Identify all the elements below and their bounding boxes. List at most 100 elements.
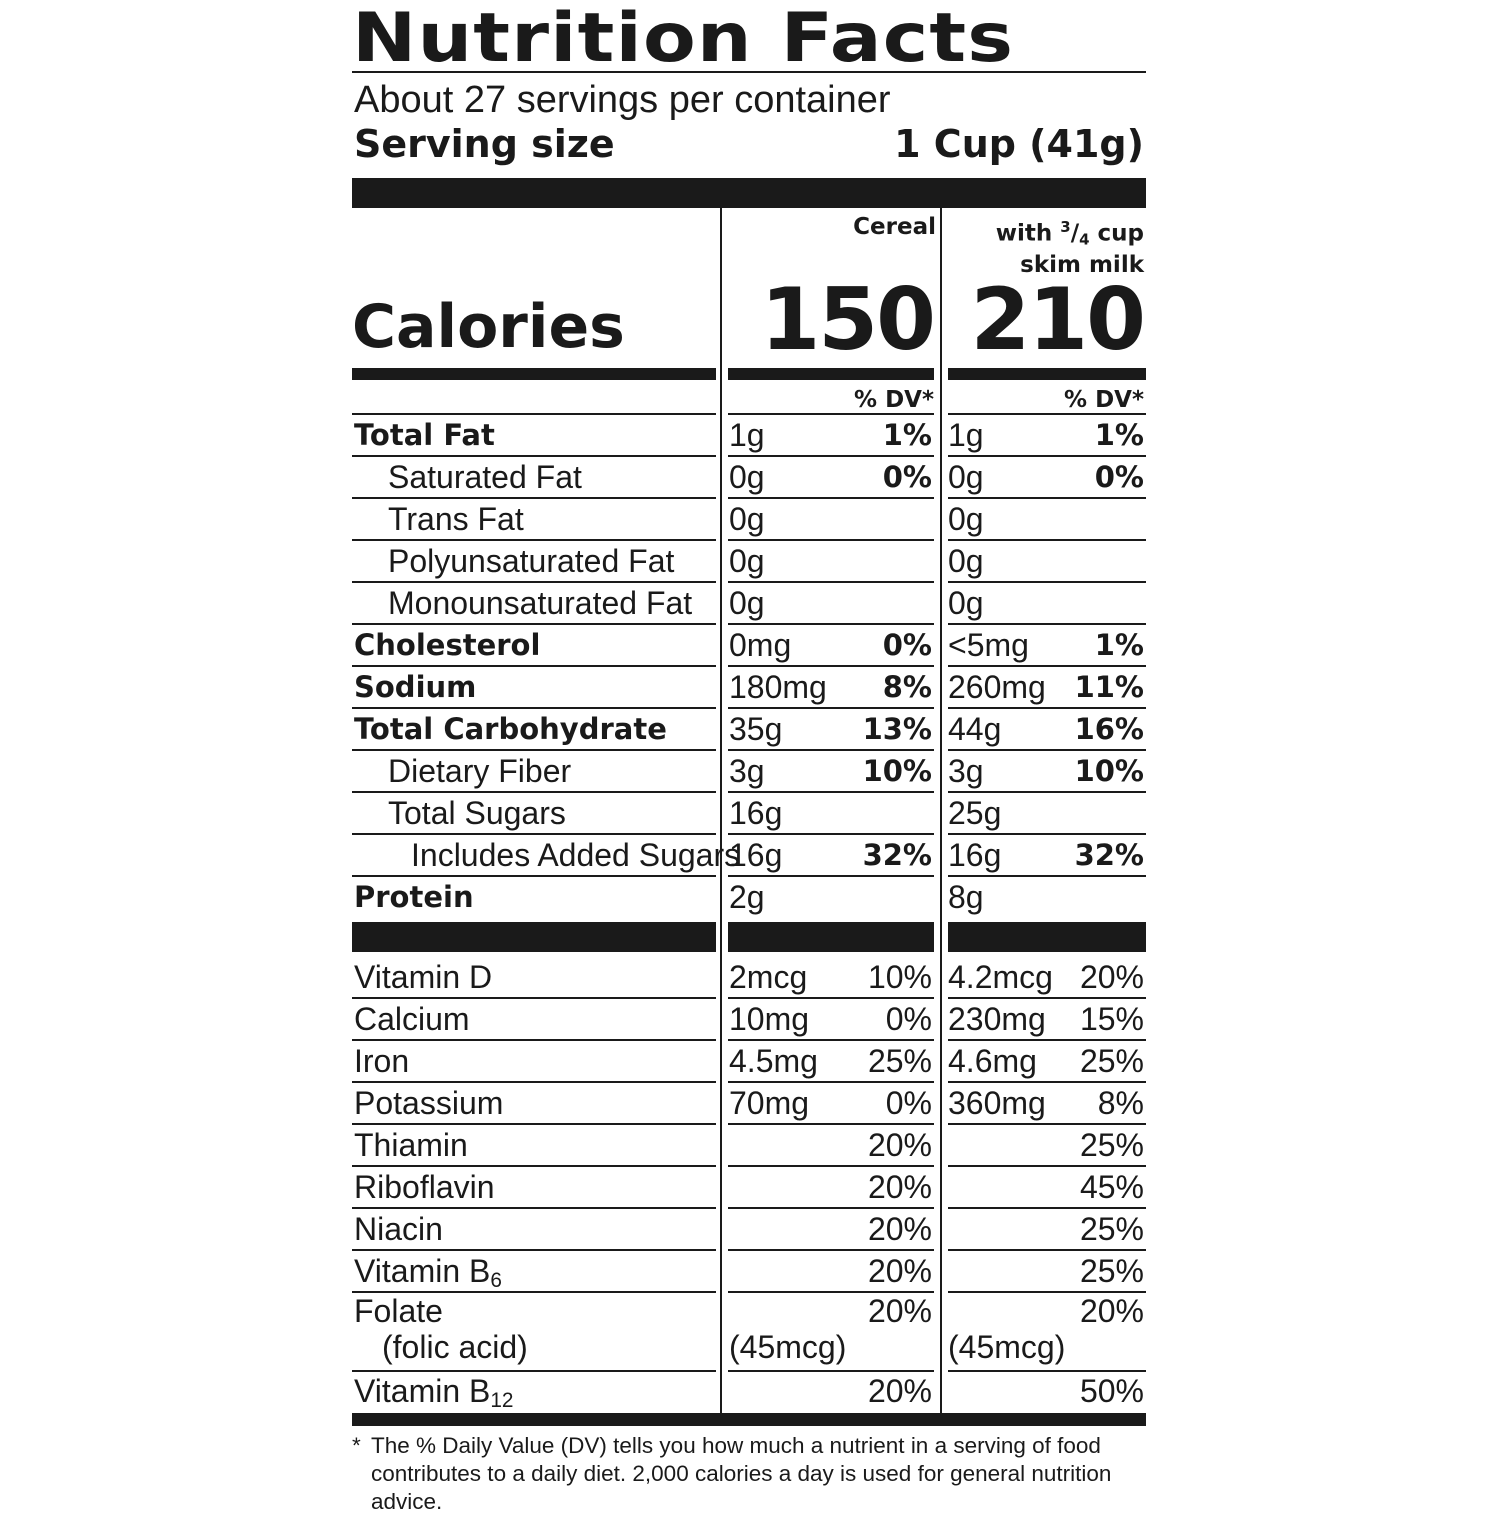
b12-row: Vitamin B12 20% 50%	[0, 1370, 1500, 1412]
nutrient-cereal-amount: 16g	[729, 837, 783, 873]
vitamin-cereal-dv: 20%	[867, 1169, 932, 1205]
nutrient-cereal-amount: 16g	[729, 795, 783, 831]
row-rule	[948, 1249, 1146, 1251]
vitamin-name: Niacin	[354, 1211, 443, 1247]
nutrient-row: Monounsaturated Fat 0g 0g	[0, 582, 1500, 624]
nutrient-cereal-amount: 180mg	[729, 669, 827, 705]
dv-header-cereal: % DV*	[854, 387, 934, 413]
nutrient-row: Total Sugars 16g 25g	[0, 792, 1500, 834]
row-rule	[948, 581, 1146, 583]
vitamin-cereal-dv: 0%	[885, 1001, 932, 1037]
nutrient-milk-amount: 0g	[948, 501, 984, 537]
vitamin-milk-dv: 45%	[1079, 1169, 1144, 1205]
row-rule	[728, 1249, 934, 1251]
row-rule	[728, 875, 934, 877]
nutrient-name: Polyunsaturated Fat	[388, 543, 675, 579]
vitamin-milk-amount: 360mg	[948, 1085, 1046, 1121]
row-rule	[728, 1039, 934, 1041]
vitamin-milk-dv: 25%	[1079, 1043, 1144, 1079]
vitamin-milk-dv: 20%	[1079, 959, 1144, 995]
row-rule	[728, 833, 934, 835]
serving-size-value: 1 Cup (41g)	[894, 122, 1144, 166]
nutrient-milk-amount: 260mg	[948, 669, 1046, 705]
vitamin-row: Thiamin 20% 25%	[0, 1124, 1500, 1166]
folate-milk-dv: 20%	[1079, 1293, 1144, 1329]
row-rule	[352, 1039, 716, 1041]
nutrient-name: Sodium	[354, 670, 477, 704]
folate-milk-amount: (45mcg)	[948, 1329, 1066, 1365]
nutrient-cereal-dv: 32%	[862, 838, 932, 872]
vitamin-cereal-dv: 20%	[867, 1127, 932, 1163]
dv-header-rule	[728, 413, 934, 415]
vitamin-cereal-amount: 2mcg	[729, 959, 808, 995]
vitamin-name: Calcium	[354, 1001, 470, 1037]
nutrient-milk-dv: 11%	[1074, 670, 1144, 704]
nutrient-row: Protein 2g 8g	[0, 876, 1500, 918]
row-rule	[948, 997, 1146, 999]
row-rule	[948, 707, 1146, 709]
row-rule	[352, 455, 716, 457]
vitamin-row: Calcium 10mg 0% 230mg 15%	[0, 998, 1500, 1040]
b12-name: Vitamin B12	[354, 1373, 514, 1413]
nutrient-milk-dv: 32%	[1074, 838, 1144, 872]
calories-rule-milk	[948, 368, 1146, 380]
title-rule	[352, 71, 1146, 73]
row-rule	[728, 1207, 934, 1209]
nutrient-row: Total Carbohydrate 35g 13% 44g 16%	[0, 708, 1500, 750]
nutrient-name: Total Sugars	[388, 795, 566, 831]
nutrient-name: Dietary Fiber	[388, 753, 572, 789]
row-rule	[728, 665, 934, 667]
row-rule	[948, 623, 1146, 625]
row-rule	[728, 1291, 934, 1293]
row-rule	[728, 1081, 934, 1083]
footnote-text: The % Daily Value (DV) tells you how muc…	[371, 1433, 1112, 1514]
nutrient-row: Total Fat 1g 1% 1g 1%	[0, 414, 1500, 456]
nutrient-row: Saturated Fat 0g 0% 0g 0%	[0, 456, 1500, 498]
nutrient-row: Trans Fat 0g 0g	[0, 498, 1500, 540]
vitamin-name: Vitamin D	[354, 959, 493, 995]
vitamin-name: Iron	[354, 1043, 410, 1079]
nutrient-milk-amount: 16g	[948, 837, 1002, 873]
b12-milk-dv: 50%	[1079, 1373, 1144, 1409]
row-rule	[728, 539, 934, 541]
row-rule	[352, 1081, 716, 1083]
nutrient-milk-amount: 0g	[948, 543, 984, 579]
column-header-milk: with 3/4 cup skim milk	[995, 218, 1144, 279]
nutrient-name: Saturated Fat	[388, 459, 582, 495]
row-rule	[948, 749, 1146, 751]
folate-name: Folate	[354, 1293, 443, 1329]
dv-header-milk: % DV*	[1064, 387, 1144, 413]
nutrient-milk-amount: 8g	[948, 879, 984, 915]
label-title: Nutrition Facts	[352, 0, 1015, 78]
vitamin-row: Riboflavin 20% 45%	[0, 1166, 1500, 1208]
row-rule	[352, 1249, 716, 1251]
vitamin-milk-dv: 15%	[1079, 1001, 1144, 1037]
vitamin-cereal-dv: 0%	[885, 1085, 932, 1121]
vitamin-name: Vitamin B6	[354, 1253, 502, 1293]
row-rule	[948, 1081, 1146, 1083]
nutrient-name: Includes Added Sugars	[411, 837, 741, 873]
nutrient-milk-dv: 0%	[1094, 460, 1144, 494]
thick-rule-top	[352, 178, 1146, 208]
nutrient-cereal-amount: 1g	[729, 417, 765, 453]
vitamin-row: Niacin 20% 25%	[0, 1208, 1500, 1250]
serving-size-label: Serving size	[354, 122, 615, 166]
vitamin-milk-dv: 25%	[1079, 1211, 1144, 1247]
row-rule	[948, 1123, 1146, 1125]
row-rule	[352, 1291, 716, 1293]
row-rule	[352, 707, 716, 709]
vitamin-milk-amount: 4.6mg	[948, 1043, 1037, 1079]
vitamin-row: Iron 4.5mg 25% 4.6mg 25%	[0, 1040, 1500, 1082]
row-rule	[728, 455, 934, 457]
row-rule	[728, 1165, 934, 1167]
nutrient-milk-amount: 0g	[948, 459, 984, 495]
folate-row: Folate (folic acid) 20% (45mcg) 20% (45m…	[0, 1292, 1500, 1372]
nutrient-milk-amount: 0g	[948, 585, 984, 621]
nutrient-cereal-dv: 1%	[882, 418, 932, 452]
b12-cereal-dv: 20%	[867, 1373, 932, 1409]
dv-header-rule	[352, 413, 716, 415]
nutrient-cereal-amount: 0g	[729, 501, 765, 537]
row-rule	[948, 539, 1146, 541]
row-rule	[948, 497, 1146, 499]
vitamin-cereal-amount: 10mg	[729, 1001, 810, 1037]
